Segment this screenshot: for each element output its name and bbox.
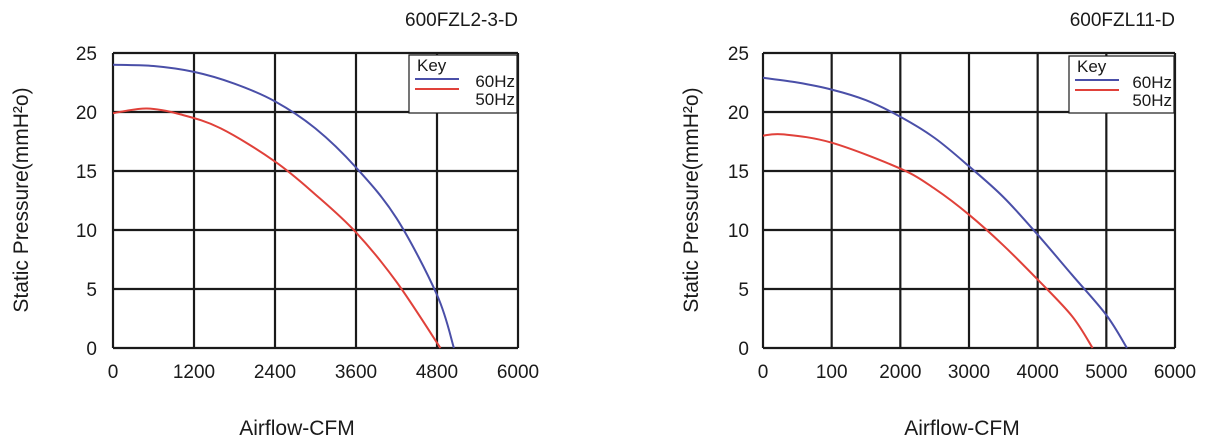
y-tick-label: 5 — [738, 280, 749, 301]
x-tick-label: 4000 — [1017, 362, 1059, 383]
y-tick-label: 25 — [76, 44, 97, 65]
x-tick-label: 3000 — [948, 362, 990, 383]
series-line-50hz — [762, 133, 1094, 349]
legend-title: Key — [1077, 57, 1107, 76]
legend-box — [1068, 55, 1175, 114]
chart-2: 0 100 2000 3000 4000 5000 6000 0 5 10 15 20 25 600FZL… — [680, 10, 1196, 440]
x-tick-label: 1200 — [173, 362, 215, 383]
y-tick-label: 0 — [738, 339, 749, 360]
x-tick-label: 0 — [108, 362, 119, 383]
y-tick-label: 5 — [86, 280, 97, 301]
series-line-50hz — [112, 107, 442, 349]
legend-box — [408, 54, 518, 114]
x-tick-label: 3600 — [335, 362, 377, 383]
x-tick-label: 6000 — [497, 362, 539, 383]
x-tick-label: 2400 — [254, 362, 296, 383]
x-tick-label: 100 — [816, 362, 848, 383]
x-tick-label: 5000 — [1085, 362, 1127, 383]
x-tick-label: 4800 — [416, 362, 458, 383]
y-tick-label: 10 — [76, 221, 97, 242]
x-tick-label: 2000 — [879, 362, 921, 383]
legend-label-60hz: 60Hz — [1132, 73, 1172, 92]
y-axis-label: Static Pressure(mmH²o) — [680, 87, 703, 312]
y-axis-label: Static Pressure(mmH²o) — [10, 87, 33, 312]
y-tick-label: 10 — [728, 221, 749, 242]
chart-title: 600FZL11-D — [1070, 10, 1175, 31]
chart-title: 600FZL2-3-D — [405, 10, 518, 31]
y-tick-label: 20 — [76, 103, 97, 124]
chart-1: 0 1200 2400 3600 4800 6000 0 5 10 15 20 25 600FZL2-3… — [10, 10, 539, 440]
y-tick-label: 0 — [86, 339, 97, 360]
x-tick-label: 6000 — [1154, 362, 1196, 383]
legend-title: Key — [417, 56, 447, 75]
y-tick-label: 25 — [728, 44, 749, 65]
x-tick-label: 0 — [758, 362, 769, 383]
series-line-60hz — [112, 63, 455, 349]
legend-label-50hz: 50Hz — [475, 90, 515, 109]
x-axis-label: Airflow-CFM — [904, 417, 1020, 440]
legend-label-50hz: 50Hz — [1132, 91, 1172, 110]
y-tick-label: 15 — [76, 162, 97, 183]
y-tick-label: 20 — [728, 103, 749, 124]
legend-label-60hz: 60Hz — [475, 72, 515, 91]
y-tick-label: 15 — [728, 162, 749, 183]
x-axis-label: Airflow-CFM — [239, 417, 355, 440]
series-line-60hz — [762, 76, 1128, 349]
